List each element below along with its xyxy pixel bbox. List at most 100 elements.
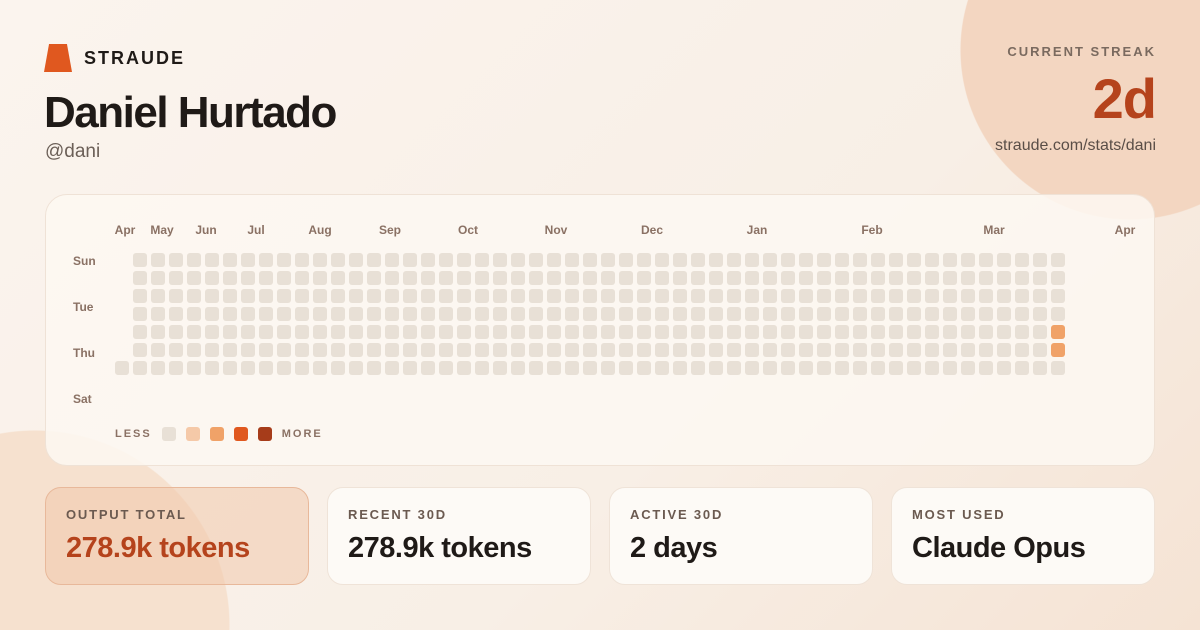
heatmap-cell <box>565 271 579 285</box>
heatmap-cell <box>997 289 1011 303</box>
heatmap-cell <box>781 325 795 339</box>
heatmap-cell <box>1051 253 1065 267</box>
day-label: Sat <box>73 392 92 406</box>
heatmap-cell <box>619 271 633 285</box>
stat-value: 2 days <box>630 532 718 564</box>
heatmap-cell <box>889 289 903 303</box>
heatmap-cell <box>493 343 507 357</box>
heatmap-cell <box>871 325 885 339</box>
heatmap-cell <box>331 343 345 357</box>
heatmap-cell <box>277 253 291 267</box>
heatmap-cell <box>133 289 147 303</box>
heatmap-cell <box>943 271 957 285</box>
heatmap-cell <box>709 343 723 357</box>
heatmap-cell <box>277 307 291 321</box>
heatmap-cell <box>907 289 921 303</box>
heatmap-cell <box>979 271 993 285</box>
heatmap-cell <box>727 307 741 321</box>
heatmap-cell <box>763 325 777 339</box>
heatmap-cell <box>601 289 615 303</box>
heatmap-cell <box>889 325 903 339</box>
heatmap-cell <box>907 343 921 357</box>
legend-level-0 <box>161 427 176 441</box>
heatmap-cell <box>223 289 237 303</box>
heatmap-cell <box>727 361 741 375</box>
heatmap-cell <box>331 253 345 267</box>
heatmap-cell <box>745 289 759 303</box>
heatmap-cell <box>799 343 813 357</box>
heatmap-cell <box>295 325 309 339</box>
brand-logo: STRAUDE <box>44 44 185 72</box>
heatmap-cell <box>835 271 849 285</box>
heatmap-cell <box>313 253 327 267</box>
heatmap-cell <box>637 289 651 303</box>
heatmap-cell <box>565 325 579 339</box>
heatmap-cell <box>511 361 525 375</box>
heatmap-cell <box>673 361 687 375</box>
heatmap-cell <box>349 343 363 357</box>
heatmap-cell <box>1033 253 1047 267</box>
heatmap-cell <box>727 325 741 339</box>
heatmap-cell <box>349 253 363 267</box>
heatmap-cell <box>619 307 633 321</box>
heatmap-cell <box>601 307 615 321</box>
heatmap-cell <box>781 307 795 321</box>
heatmap-cell <box>781 343 795 357</box>
heatmap-cell <box>637 343 651 357</box>
heatmap-cell <box>457 271 471 285</box>
heatmap-cell <box>745 271 759 285</box>
heatmap-cell <box>907 325 921 339</box>
heatmap-cell <box>457 361 471 375</box>
heatmap-cell <box>817 253 831 267</box>
heatmap-cell <box>493 307 507 321</box>
heatmap-cell <box>349 361 363 375</box>
heatmap-cell <box>565 343 579 357</box>
heatmap-cell <box>889 307 903 321</box>
heatmap-cell <box>1033 307 1047 321</box>
heatmap-cell <box>1015 307 1029 321</box>
heatmap-cell <box>439 343 453 357</box>
heatmap-cell <box>709 307 723 321</box>
heatmap-cell <box>781 271 795 285</box>
heatmap-cell <box>529 343 543 357</box>
heatmap-cell <box>907 271 921 285</box>
heatmap-cell <box>277 325 291 339</box>
heatmap-cell <box>889 361 903 375</box>
heatmap-cell <box>385 325 399 339</box>
heatmap-cell <box>745 253 759 267</box>
heatmap-cell <box>673 289 687 303</box>
heatmap-cell <box>1033 289 1047 303</box>
heatmap-cell <box>295 253 309 267</box>
heatmap-cell <box>169 307 183 321</box>
heatmap-cell <box>349 325 363 339</box>
heatmap-cell <box>835 307 849 321</box>
heatmap-cell <box>295 271 309 285</box>
heatmap-cell <box>1051 343 1065 357</box>
heatmap-cell <box>1015 253 1029 267</box>
heatmap-cell <box>781 253 795 267</box>
heatmap-cell <box>133 361 147 375</box>
heatmap-cell <box>871 343 885 357</box>
heatmap-cell <box>547 271 561 285</box>
heatmap-cell <box>601 343 615 357</box>
heatmap-cell <box>799 325 813 339</box>
heatmap-cell <box>925 253 939 267</box>
heatmap-cell <box>601 361 615 375</box>
heatmap-cell <box>853 343 867 357</box>
heatmap-cell <box>871 271 885 285</box>
heatmap-cell <box>1033 271 1047 285</box>
heatmap-cell <box>673 343 687 357</box>
heatmap-cell <box>313 289 327 303</box>
heatmap-cell <box>691 361 705 375</box>
heatmap-cell <box>565 253 579 267</box>
heatmap-cell <box>367 271 381 285</box>
heatmap-cell <box>187 253 201 267</box>
heatmap-cell <box>853 307 867 321</box>
heatmap-cell <box>691 343 705 357</box>
heatmap-cell <box>421 325 435 339</box>
heatmap-cell <box>475 361 489 375</box>
heatmap-cell <box>187 361 201 375</box>
heatmap-cell <box>295 307 309 321</box>
heatmap-cell <box>151 361 165 375</box>
heatmap-cell <box>151 271 165 285</box>
